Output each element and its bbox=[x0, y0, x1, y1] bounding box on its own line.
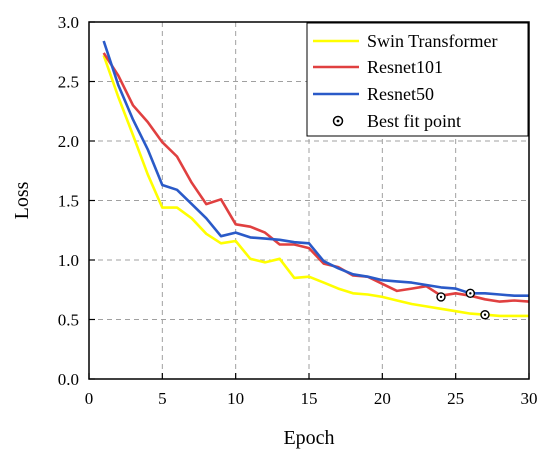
best-fit-point-center-swin-transformer bbox=[483, 313, 487, 316]
series-line-resnet101 bbox=[102, 52, 530, 303]
legend-label-swin-transformer: Swin Transformer bbox=[367, 31, 498, 51]
x-tick-label: 0 bbox=[85, 389, 94, 408]
y-tick-label: 2.0 bbox=[58, 132, 79, 151]
tick-layer: 0 5 10 15 20 25 30 0.0 0.5 1.0 1.5 2.0 2.5 3.0 bbox=[58, 13, 538, 408]
y-tick-label: 1.0 bbox=[58, 251, 79, 270]
x-tick-label: 20 bbox=[374, 389, 391, 408]
x-tick-label: 15 bbox=[301, 389, 318, 408]
series-layer bbox=[102, 40, 530, 318]
x-tick-label: 25 bbox=[447, 389, 464, 408]
legend-label-resnet101: Resnet101 bbox=[367, 57, 443, 77]
best-fit-point-center-resnet101 bbox=[439, 295, 443, 299]
x-tick-label: 10 bbox=[227, 389, 244, 408]
y-axis-title: Loss bbox=[11, 181, 33, 219]
best-fit-point-center-resnet50 bbox=[469, 292, 472, 295]
legend-label-resnet50: Resnet50 bbox=[367, 84, 434, 104]
y-tick-label: 0.5 bbox=[58, 311, 79, 330]
x-tick-label: 30 bbox=[521, 389, 538, 408]
legend-marker-best-fit-point-center bbox=[336, 119, 340, 123]
x-axis-title: Epoch bbox=[283, 427, 334, 449]
y-tick-label: 3.0 bbox=[58, 13, 79, 32]
y-tick-label: 0.0 bbox=[58, 370, 79, 389]
y-tick-label: 2.5 bbox=[58, 73, 79, 92]
legend: Swin Transformer Resnet101 Resnet50 Best… bbox=[306, 22, 529, 137]
y-tick-label: 1.5 bbox=[58, 192, 79, 211]
x-tick-label: 5 bbox=[158, 389, 167, 408]
series-line-resnet50 bbox=[102, 40, 529, 298]
series-line-swin-transformer bbox=[102, 54, 529, 318]
best-fit-points-layer bbox=[436, 288, 490, 320]
legend-label-best-fit-point: Best fit point bbox=[367, 111, 461, 131]
